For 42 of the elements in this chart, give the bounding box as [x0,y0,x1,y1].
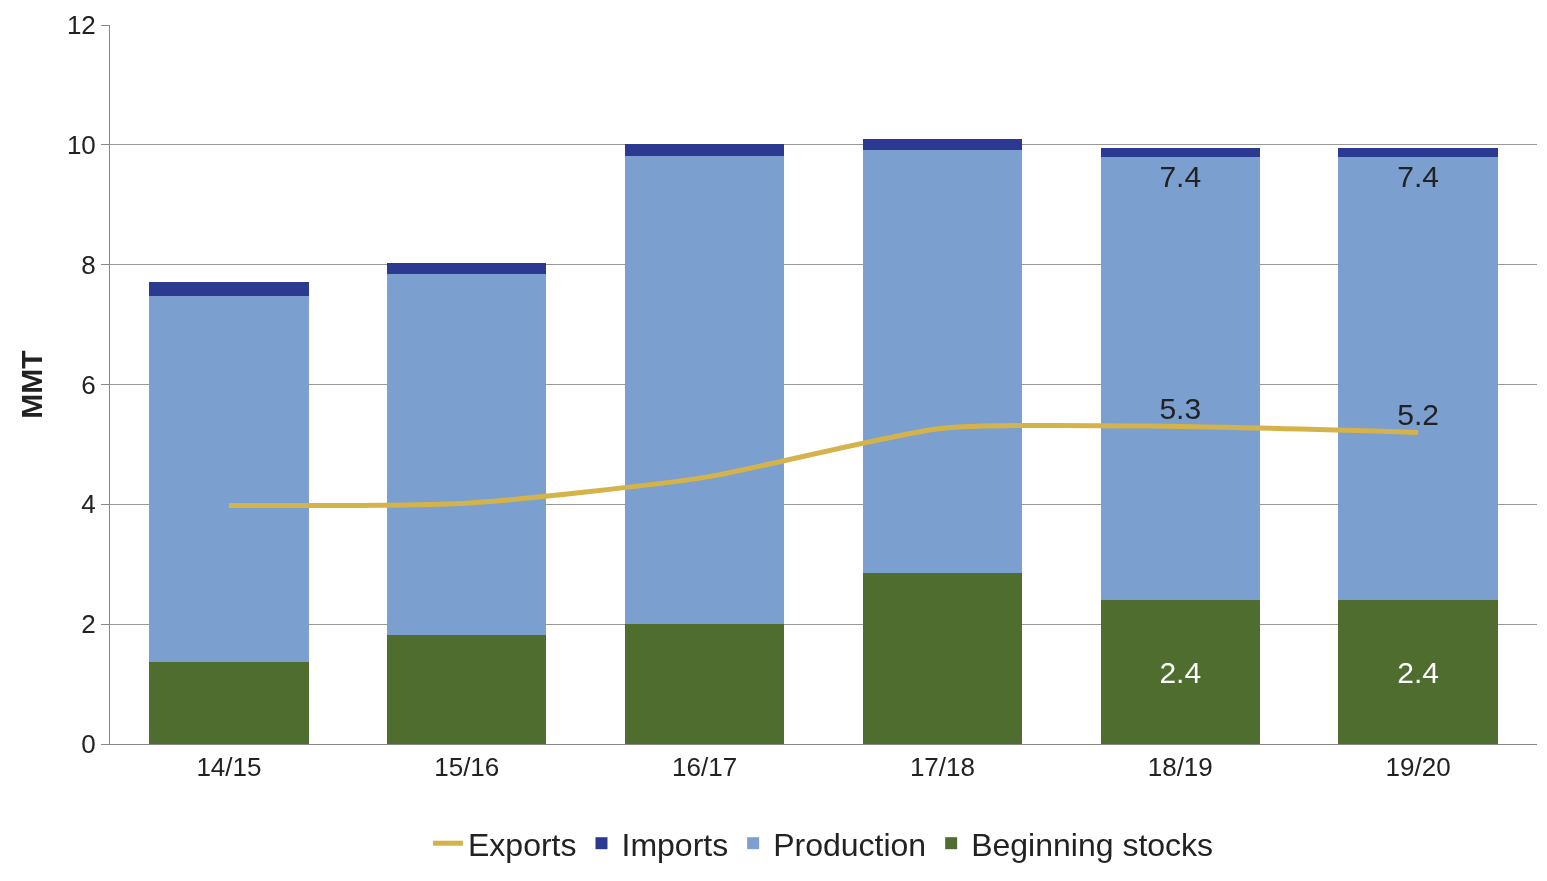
x-tick-label: 16/17 [672,752,738,783]
data-label: 5.2 [1397,397,1439,431]
bar [387,263,547,275]
bar [624,143,785,156]
y-axis-title: MMT [14,350,48,419]
bar [624,623,785,744]
x-tick-label: 17/18 [909,752,975,783]
data-label: 2.4 [1159,655,1202,689]
y-tick-label: 10 [66,129,96,160]
bar [387,274,547,635]
legend-label: Production [773,826,927,863]
bar [1100,147,1260,157]
bar [862,138,1023,151]
y-tick-label: 8 [81,249,96,280]
legend-label: Exports [468,826,577,863]
bar [862,572,1023,744]
x-tick-label: 18/19 [1147,752,1213,783]
bar [862,150,1023,573]
bar [149,661,309,744]
data-label: 7.4 [1159,159,1202,193]
bar [1100,600,1260,744]
legend-label: Beginning stocks [971,826,1214,863]
bar [1100,156,1260,601]
y-tick-label: 2 [81,609,96,640]
x-tick-label: 15/16 [434,752,500,783]
y-tick-label: 4 [81,489,96,520]
x-tick-label: 19/20 [1385,752,1451,783]
bar [387,634,547,744]
bar [149,282,309,297]
x-tick-label: 14/15 [196,752,262,783]
bar [1338,156,1498,601]
data-label: 2.4 [1397,655,1439,689]
legend-label: Imports [621,826,729,863]
y-tick-label: 0 [81,729,96,760]
bar [1338,147,1498,157]
y-tick-label: 12 [66,10,96,41]
bar [624,155,785,624]
bar [1338,600,1498,744]
data-label: 5.3 [1159,391,1202,425]
y-tick-label: 6 [81,369,96,400]
bar [149,296,309,662]
data-label: 7.4 [1397,159,1439,193]
